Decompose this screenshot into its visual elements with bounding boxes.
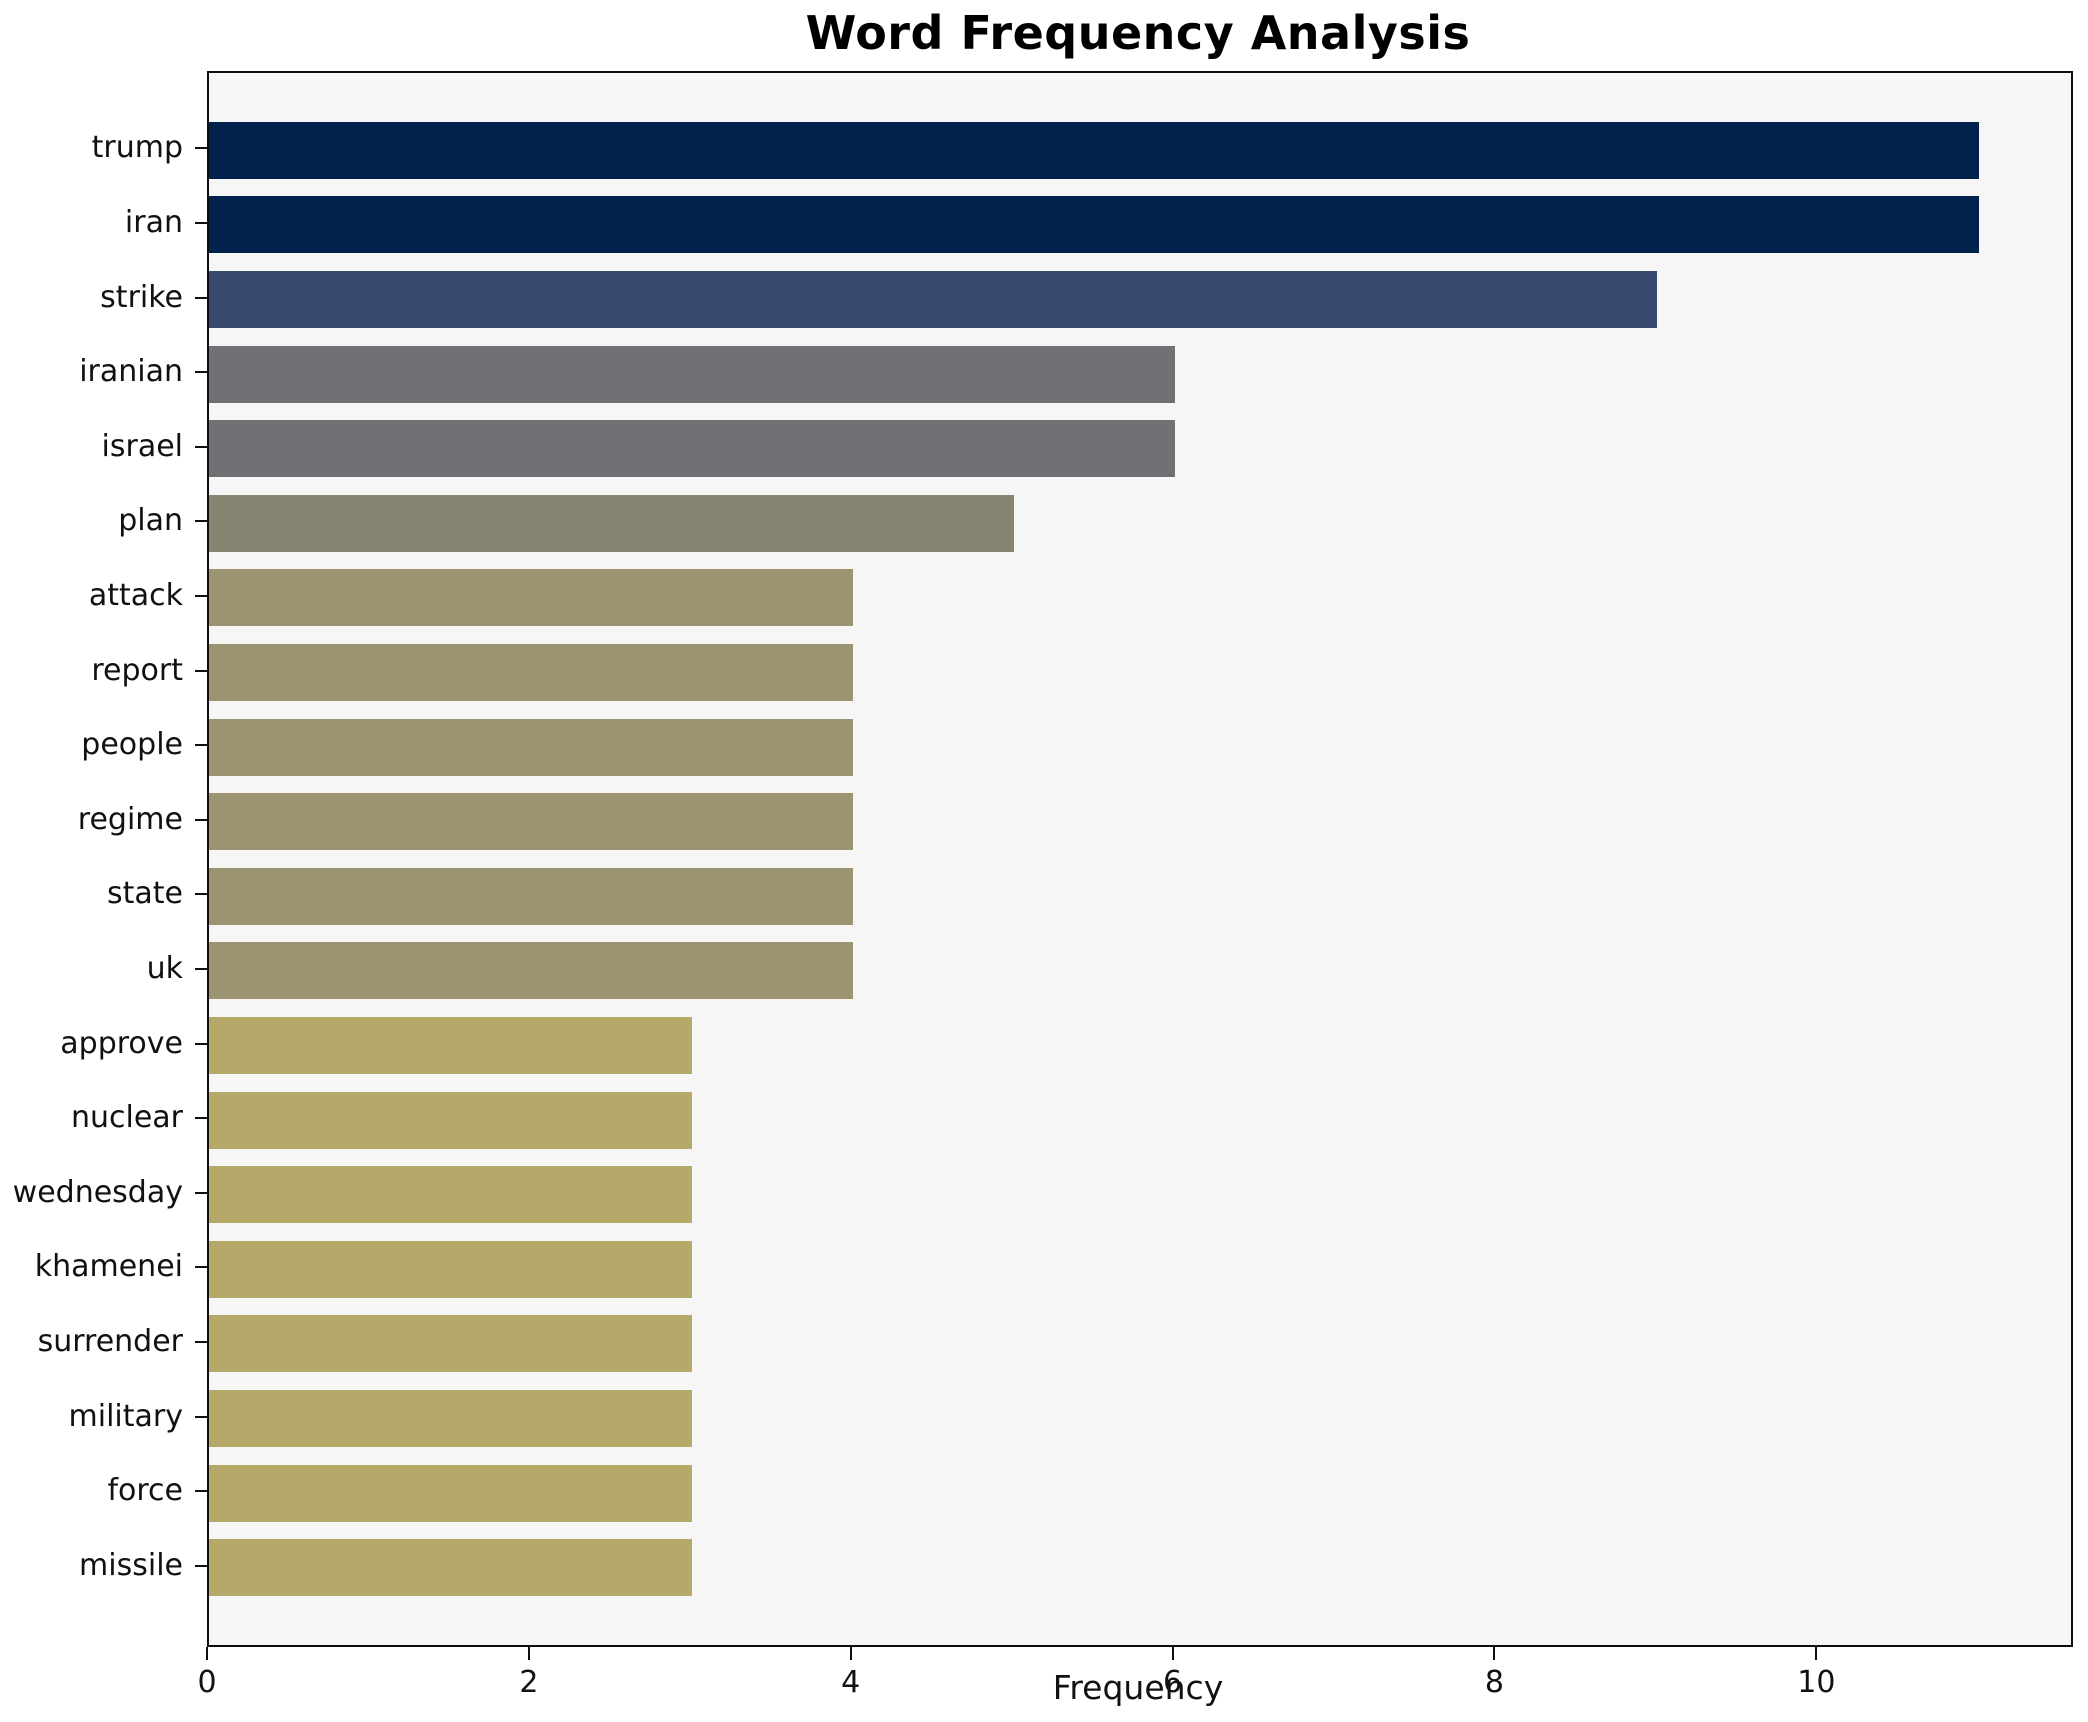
y-tick-label-nuclear: nuclear — [70, 1100, 183, 1136]
bar-nuclear — [209, 1091, 692, 1149]
y-tick-label-missile: missile — [79, 1547, 183, 1583]
y-tick-mark — [195, 744, 207, 747]
x-tick-label-6: 6 — [1163, 1665, 1183, 1700]
y-tick-mark — [195, 1266, 207, 1269]
y-tick-label-plan: plan — [118, 503, 183, 539]
bar-iran — [209, 196, 1980, 254]
bar-uk — [209, 942, 853, 1000]
chart-title: Word Frequency Analysis — [805, 6, 1471, 60]
y-tick-label-approve: approve — [60, 1025, 183, 1061]
x-tick-label-0: 0 — [197, 1665, 217, 1700]
x-tick-mark — [1171, 1647, 1174, 1660]
y-tick-label-khamenei: khamenei — [34, 1249, 183, 1285]
y-tick-mark — [195, 967, 207, 970]
y-tick-label-force: force — [107, 1473, 183, 1509]
y-tick-mark — [195, 445, 207, 448]
bar-trump — [209, 121, 1980, 179]
bar-regime — [209, 793, 853, 851]
x-tick-mark — [527, 1647, 530, 1660]
x-tick-mark — [849, 1647, 852, 1660]
bar-people — [209, 718, 853, 776]
y-tick-mark — [195, 818, 207, 821]
x-tick-mark — [206, 1647, 208, 1660]
bar-state — [209, 867, 853, 925]
y-tick-mark — [195, 520, 207, 523]
y-tick-label-surrender: surrender — [37, 1323, 183, 1359]
y-tick-mark — [195, 1042, 207, 1045]
y-tick-label-strike: strike — [100, 279, 183, 315]
bar-plan — [209, 494, 1014, 552]
y-tick-label-iran: iran — [124, 204, 183, 240]
y-tick-label-attack: attack — [88, 577, 183, 613]
x-axis-label: Frequency — [1052, 1668, 1224, 1707]
bar-report — [209, 644, 853, 701]
y-tick-mark — [195, 1490, 207, 1493]
y-tick-label-report: report — [91, 652, 183, 688]
y-tick-mark — [195, 669, 207, 672]
bar-wednesday — [209, 1166, 692, 1224]
plot-area — [207, 71, 2073, 1647]
bar-strike — [209, 271, 1658, 328]
y-tick-label-state: state — [107, 876, 183, 912]
x-tick-mark — [1493, 1647, 1496, 1660]
y-tick-mark — [195, 893, 207, 896]
y-tick-mark — [195, 221, 207, 224]
bar-approve — [209, 1017, 692, 1074]
y-tick-label-trump: trump — [91, 130, 183, 166]
y-tick-label-military: military — [68, 1398, 183, 1434]
bar-iranian — [209, 345, 1175, 403]
x-tick-label-10: 10 — [1797, 1665, 1836, 1700]
bar-attack — [209, 569, 853, 627]
y-tick-mark — [195, 1415, 207, 1418]
y-tick-label-israel: israel — [101, 428, 183, 464]
bar-israel — [209, 420, 1175, 478]
y-tick-mark — [195, 371, 207, 374]
y-tick-mark — [195, 1564, 207, 1567]
y-tick-label-uk: uk — [146, 950, 183, 986]
x-tick-label-4: 4 — [841, 1665, 861, 1700]
y-tick-label-regime: regime — [77, 801, 183, 837]
y-tick-mark — [195, 296, 207, 299]
y-tick-mark — [195, 1117, 207, 1120]
y-tick-mark — [195, 1340, 207, 1343]
x-tick-label-8: 8 — [1484, 1665, 1504, 1700]
bar-surrender — [209, 1315, 692, 1373]
y-tick-mark — [195, 1191, 207, 1194]
y-tick-label-wednesday: wednesday — [12, 1174, 183, 1210]
y-tick-mark — [195, 147, 207, 150]
x-tick-label-2: 2 — [519, 1665, 539, 1700]
bar-force — [209, 1464, 692, 1522]
bar-military — [209, 1390, 692, 1447]
y-tick-label-people: people — [81, 727, 183, 763]
x-tick-mark — [1815, 1647, 1818, 1660]
bar-khamenei — [209, 1240, 692, 1298]
bar-missile — [209, 1539, 692, 1597]
y-tick-label-iranian: iranian — [79, 354, 183, 390]
y-tick-mark — [195, 594, 207, 597]
